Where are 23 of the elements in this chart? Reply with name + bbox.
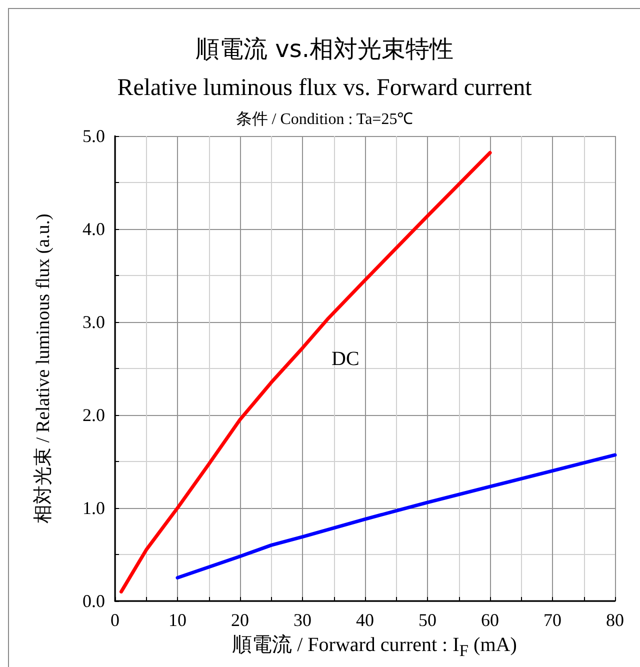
y-tick-label: 1.0 [82, 498, 105, 518]
y-tick-label: 0.0 [82, 591, 105, 611]
chart-title: 順電流 vs.相対光束特性 [194, 34, 454, 65]
y-tick-label: 3.0 [82, 312, 105, 332]
x-tick-label: 50 [418, 610, 436, 630]
x-tick-label: 60 [481, 610, 499, 630]
x-tick-label: 70 [544, 610, 562, 630]
x-tick-label: 80 [606, 610, 624, 630]
x-tick-label: 40 [356, 610, 374, 630]
line-series [120, 150, 492, 594]
x-tick-label: 0 [110, 610, 120, 630]
y-axis-title: 相対光束 / Relative luminous flux (a.u.) [32, 214, 54, 524]
x-axis-title: 順電流 / Forward current : I$_{F}$ (mA) [231, 633, 518, 661]
text: 条件 / Condition : Ta=25℃ [236, 111, 414, 128]
y-tick-label: 4.0 [82, 219, 105, 239]
line-series [176, 453, 617, 580]
series-label: DC [332, 348, 360, 370]
x-tick-label: 20 [231, 610, 249, 630]
y-tick-label: 5.0 [82, 126, 105, 146]
x-tick-label: 30 [294, 610, 312, 630]
y-tick-label: 2.0 [82, 405, 105, 425]
chart-subtitle: Relative luminous flux vs. Forward current [116, 75, 533, 102]
x-tick-label: 10 [168, 610, 186, 630]
